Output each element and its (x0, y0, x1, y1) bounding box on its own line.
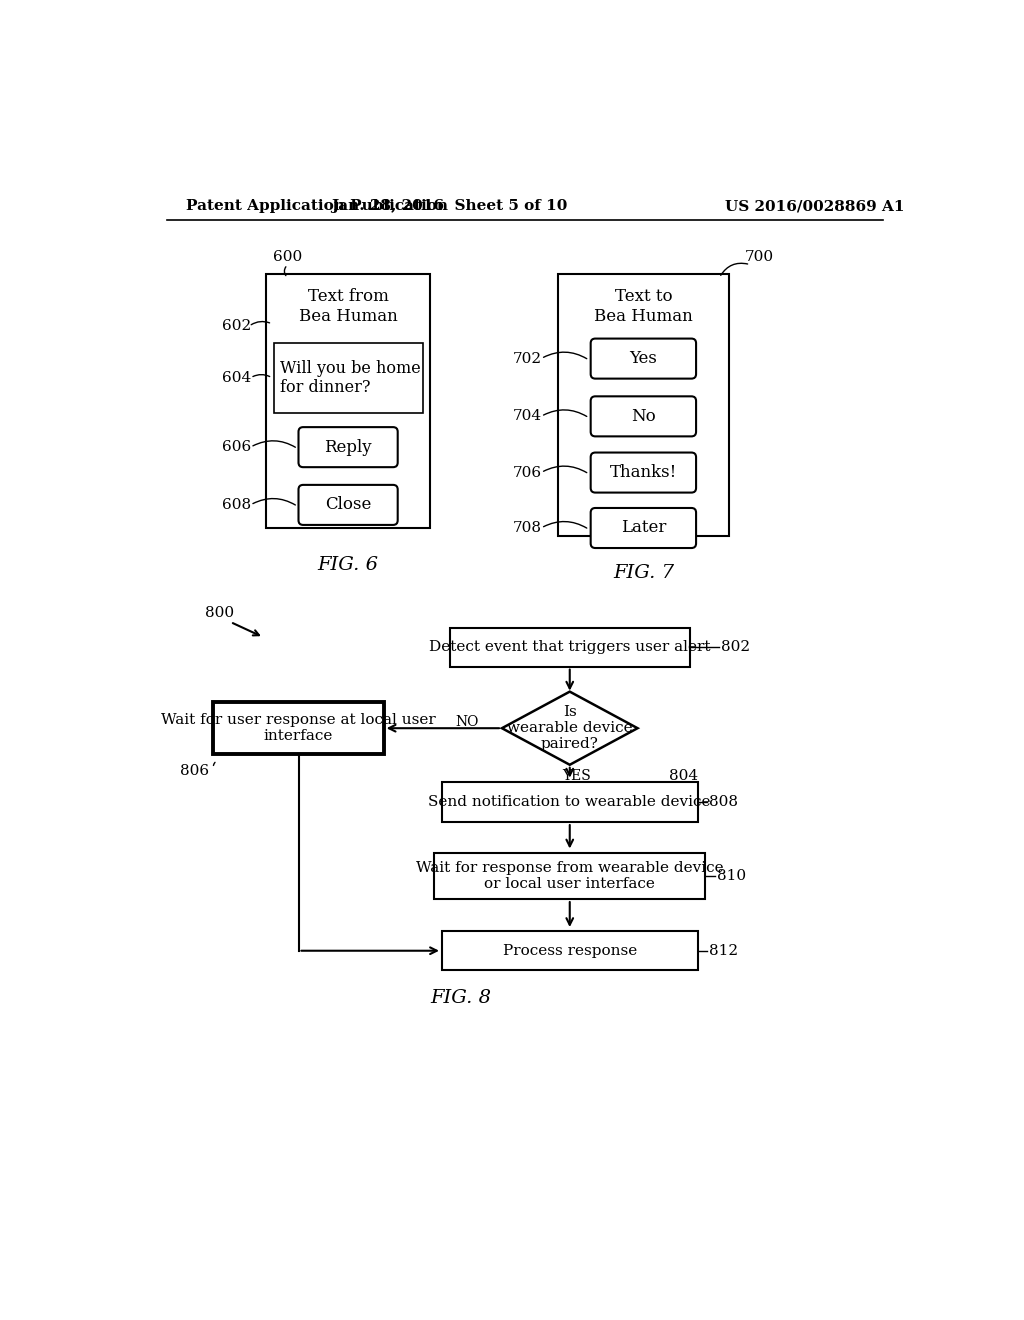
Text: 804: 804 (669, 768, 697, 783)
Text: Process response: Process response (503, 944, 637, 958)
Text: Later: Later (621, 520, 666, 536)
FancyBboxPatch shape (442, 781, 697, 822)
Text: NO: NO (456, 715, 478, 729)
Text: Thanks!: Thanks! (609, 465, 677, 480)
Text: Is
wearable device
paired?: Is wearable device paired? (507, 705, 633, 751)
FancyBboxPatch shape (450, 628, 690, 667)
Text: 702: 702 (513, 351, 542, 366)
Text: Send notification to wearable device: Send notification to wearable device (428, 795, 711, 809)
Text: 810: 810 (717, 869, 746, 883)
FancyBboxPatch shape (273, 343, 423, 412)
FancyBboxPatch shape (434, 853, 706, 899)
Text: Wait for response from wearable device
or local user interface: Wait for response from wearable device o… (416, 861, 724, 891)
Text: Text from
Bea Human: Text from Bea Human (299, 288, 397, 325)
FancyBboxPatch shape (442, 932, 697, 970)
Text: Jan. 28, 2016  Sheet 5 of 10: Jan. 28, 2016 Sheet 5 of 10 (332, 199, 568, 213)
Text: Patent Application Publication: Patent Application Publication (186, 199, 449, 213)
Text: 704: 704 (513, 409, 542, 424)
FancyBboxPatch shape (213, 702, 384, 755)
FancyBboxPatch shape (266, 275, 430, 528)
FancyBboxPatch shape (591, 508, 696, 548)
Text: 708: 708 (513, 521, 542, 535)
Polygon shape (502, 692, 638, 764)
Text: 812: 812 (710, 944, 738, 958)
Text: Text to
Bea Human: Text to Bea Human (594, 288, 693, 325)
FancyBboxPatch shape (591, 396, 696, 437)
Text: 800: 800 (205, 606, 234, 619)
FancyBboxPatch shape (591, 339, 696, 379)
Text: Will you be home
for dinner?: Will you be home for dinner? (280, 359, 421, 396)
Text: 808: 808 (710, 795, 738, 809)
Text: YES: YES (562, 768, 591, 783)
Text: 706: 706 (513, 466, 542, 479)
Text: 802: 802 (721, 640, 750, 655)
Text: Detect event that triggers user alert: Detect event that triggers user alert (429, 640, 711, 655)
Text: Yes: Yes (630, 350, 657, 367)
Text: Reply: Reply (325, 438, 372, 455)
FancyBboxPatch shape (591, 453, 696, 492)
Text: Close: Close (325, 496, 372, 513)
FancyBboxPatch shape (299, 484, 397, 525)
Text: 604: 604 (222, 371, 251, 385)
Text: FIG. 6: FIG. 6 (317, 556, 379, 574)
Text: 606: 606 (222, 440, 251, 454)
Text: No: No (631, 408, 655, 425)
FancyBboxPatch shape (299, 428, 397, 467)
Text: 806: 806 (180, 764, 209, 779)
Text: 602: 602 (222, 319, 251, 333)
Text: US 2016/0028869 A1: US 2016/0028869 A1 (725, 199, 904, 213)
Text: 600: 600 (273, 249, 302, 264)
Text: 608: 608 (222, 498, 251, 512)
Text: Wait for user response at local user
interface: Wait for user response at local user int… (161, 713, 436, 743)
Text: 700: 700 (745, 249, 774, 264)
Text: FIG. 8: FIG. 8 (431, 989, 492, 1007)
FancyBboxPatch shape (558, 275, 729, 536)
Text: FIG. 7: FIG. 7 (613, 564, 674, 582)
